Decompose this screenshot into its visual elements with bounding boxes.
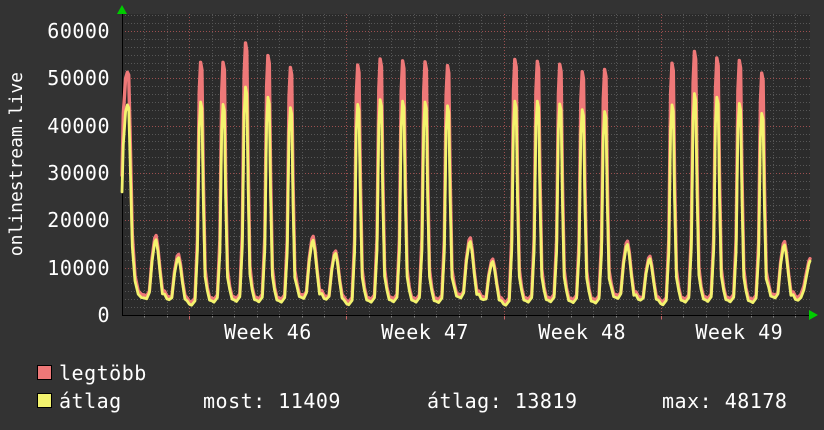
stat-most: most: 11409 [203,389,341,413]
x-tick-label: Week 47 [381,320,469,344]
x-tick-label: Week 48 [538,320,627,344]
y-tick-label: 0 [97,303,110,327]
y-tick-label: 30000 [47,161,110,185]
y-axis-title: onlinestream.live [2,14,30,315]
y-tick-label: 50000 [47,66,110,91]
x-tick-label: Week 49 [695,320,784,344]
y-tick-label: 20000 [47,208,110,233]
x-axis-arrow-icon [809,310,818,320]
y-tick-label: 10000 [47,255,110,280]
legend-swatch-atlag [37,393,52,408]
y-axis-arrow-icon [117,5,127,14]
y-tick-label: 40000 [47,113,110,138]
series-line-avg [120,85,812,307]
legend-swatch-legtobb [37,365,52,380]
chart-canvas [120,14,812,320]
y-axis-title-text: onlinestream.live [5,72,27,257]
legend-label-legtobb: legtöbb [59,361,147,385]
stat-atlag: átlag: 13819 [427,389,578,413]
y-tick-label: 60000 [47,19,110,44]
stat-max: max: 48178 [662,389,788,413]
legend-label-atlag: átlag [59,389,122,413]
x-tick-label: Week 46 [223,320,312,344]
